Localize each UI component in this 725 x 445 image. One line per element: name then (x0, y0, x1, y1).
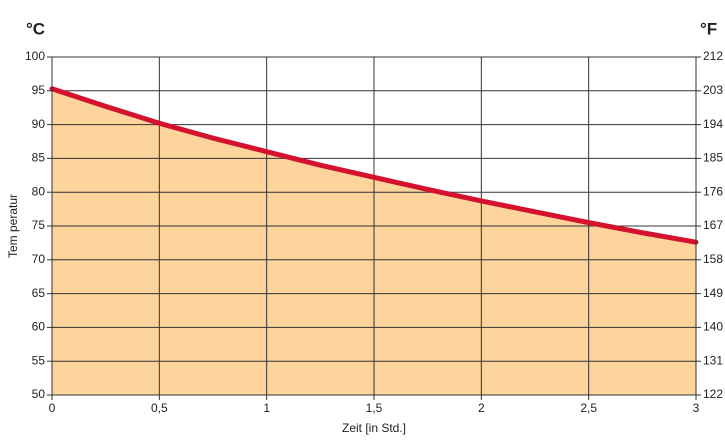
plot-frame (51, 56, 697, 396)
y2-tick-label: 167 (703, 218, 723, 232)
y2-tick-label: 140 (703, 320, 723, 334)
y2-tick-label: 203 (703, 83, 723, 97)
y-tick-label: 55 (32, 353, 46, 367)
y-tick-label: 95 (32, 83, 46, 97)
line (49, 86, 699, 245)
y-tick-label: 65 (32, 286, 46, 300)
y-tick-label: 60 (32, 320, 46, 334)
y2-tick-label: 212 (703, 49, 723, 63)
y-axis-label: Tem peratur (6, 194, 20, 258)
left-unit: °C (26, 19, 45, 38)
y2-tick-label: 185 (703, 151, 723, 165)
x-axis-label: Zeit [in Std.] (342, 421, 406, 435)
y-tick-label: 50 (32, 387, 46, 401)
x-tick-label: 1 (263, 401, 270, 415)
y2-tick-label: 122 (703, 387, 723, 401)
y2-tick-label: 158 (703, 252, 723, 266)
x-tick-label: 0 (49, 401, 56, 415)
x-tick-label: 2,5 (580, 401, 597, 415)
y2-tick-label: 176 (703, 184, 723, 198)
right-unit: °F (700, 19, 717, 38)
y2-tick-label: 149 (703, 286, 723, 300)
y-tick-label: 90 (32, 117, 46, 131)
y2-tick-label: 194 (703, 117, 723, 131)
x-tick-label: 0,5 (151, 401, 168, 415)
y2-tick-label: 131 (703, 353, 723, 367)
y-tick-label: 75 (32, 218, 46, 232)
y-tick-label: 85 (32, 151, 46, 165)
x-tick-label: 1,5 (366, 401, 383, 415)
y-tick-label: 80 (32, 184, 46, 198)
y-tick-label: 70 (32, 252, 46, 266)
y-tick-label: 100 (25, 49, 45, 63)
x-tick-label: 3 (693, 401, 700, 415)
x-tick-label: 2 (478, 401, 485, 415)
